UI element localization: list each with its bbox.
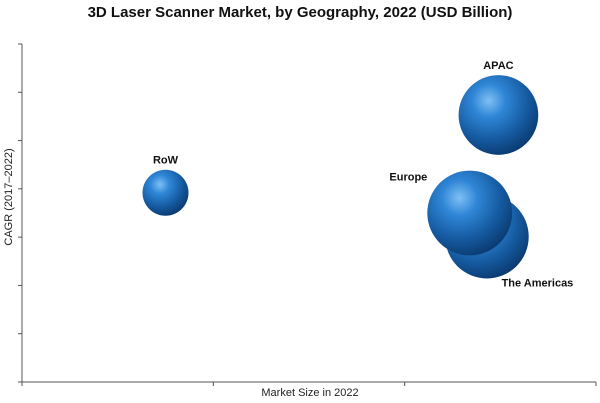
bubble-label-row: RoW [153,155,179,167]
bubble-label-apac: APAC [483,60,513,72]
y-axis-ticks [18,43,22,383]
bubble-label-the-americas: The Americas [502,277,574,289]
x-axis-ticks [21,382,597,386]
bubble-apac [458,75,539,155]
x-axis-label: Market Size in 2022 [261,387,358,399]
bubble-label-europe: Europe [389,172,427,184]
bubble-europe [427,170,513,256]
bubble-labels-group: RoW The Americas APAC Europe [153,60,573,289]
bubbles-group [142,75,539,279]
chart-title: 3D Laser Scanner Market, by Geography, 2… [88,4,513,21]
y-axis-label: CAGR (2017–2022) [3,148,15,245]
bubble-row [142,169,189,216]
